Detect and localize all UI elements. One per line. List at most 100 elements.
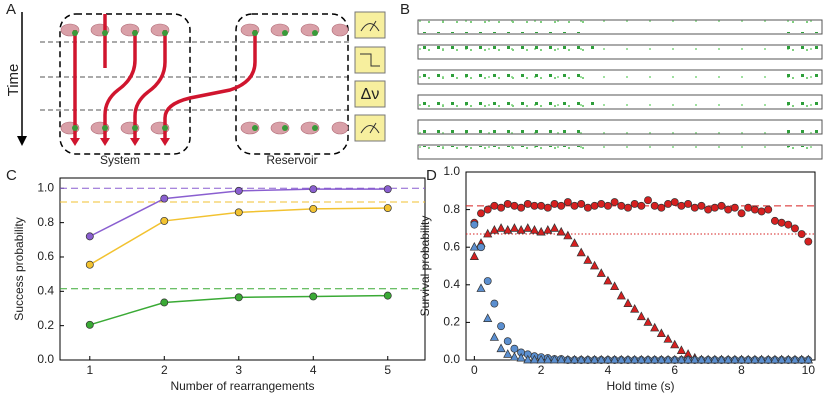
data-point — [716, 354, 727, 364]
data-point — [537, 201, 546, 210]
data-point — [483, 205, 492, 214]
data-point — [556, 354, 566, 364]
data-point — [383, 185, 392, 194]
data-point — [744, 203, 753, 212]
data-point — [569, 238, 580, 247]
data-point — [630, 200, 639, 208]
data-point — [650, 201, 659, 210]
data-point — [663, 354, 673, 364]
data-point — [756, 354, 767, 364]
data-point — [550, 200, 559, 208]
data-point — [670, 339, 680, 349]
y-tick-label: 1.0 — [37, 180, 54, 194]
data-point — [610, 198, 619, 207]
y-tick-label: 0.4 — [37, 283, 54, 297]
y-tick-label: 0.0 — [37, 352, 54, 366]
data-point — [490, 299, 499, 308]
data-point — [503, 349, 513, 358]
data-point — [704, 205, 713, 214]
data-point — [643, 354, 653, 364]
system-label: System — [100, 153, 140, 167]
data-point — [510, 344, 519, 353]
data-point — [764, 205, 773, 214]
data-point — [530, 201, 539, 210]
data-point — [510, 201, 519, 210]
data-point — [536, 354, 546, 364]
y-tick-label: 0.6 — [37, 249, 54, 263]
data-point — [697, 201, 706, 210]
data-point — [536, 226, 546, 236]
series-line — [89, 207, 388, 266]
data-point — [717, 201, 726, 210]
data-point — [477, 243, 485, 252]
data-point — [583, 203, 592, 212]
data-point — [723, 354, 733, 364]
data-point — [790, 354, 800, 364]
data-point — [597, 200, 606, 208]
panel-label: A — [6, 1, 16, 18]
data-point — [160, 298, 169, 307]
data-point — [483, 228, 493, 238]
data-point — [469, 251, 479, 260]
data-point — [523, 354, 533, 364]
data-point — [736, 354, 747, 364]
y-tick-label: 0.8 — [443, 202, 460, 216]
data-point — [516, 352, 526, 362]
y-tick-label: 0.0 — [443, 352, 460, 366]
reservoir-label: Reservoir — [266, 153, 317, 167]
data-point — [85, 320, 94, 329]
data-point — [234, 186, 243, 195]
data-point — [476, 283, 486, 292]
data-point — [563, 198, 572, 207]
x-tick-label: 3 — [235, 363, 242, 377]
data-point — [503, 200, 512, 208]
data-point — [489, 332, 499, 341]
x-tick-label: 4 — [310, 363, 317, 377]
data-point — [490, 201, 499, 210]
data-point — [596, 268, 606, 277]
plot-frame — [59, 177, 426, 361]
y-tick-label: 0.8 — [37, 215, 54, 229]
data-point — [557, 201, 566, 210]
y-axis-label: Survival probability — [418, 216, 432, 317]
data-point — [797, 354, 807, 364]
data-point — [469, 241, 479, 251]
data-point — [644, 196, 652, 205]
data-point — [676, 345, 686, 354]
data-point — [85, 260, 94, 269]
data-point — [529, 354, 540, 364]
data-point — [234, 208, 243, 217]
data-point — [616, 354, 626, 364]
data-point — [549, 223, 560, 232]
data-point — [309, 204, 318, 213]
data-point — [777, 354, 787, 364]
data-point — [577, 200, 586, 208]
data-point — [523, 223, 533, 232]
data-point — [563, 354, 573, 364]
data-point — [643, 317, 653, 326]
data-point — [596, 354, 606, 364]
x-tick-label: 6 — [671, 363, 678, 377]
data-point — [483, 277, 492, 285]
data-point — [85, 232, 94, 241]
y-tick-label: 0.6 — [443, 239, 460, 253]
x-axis-label: Hold time (s) — [606, 379, 674, 393]
data-point — [610, 281, 620, 291]
data-point — [730, 203, 739, 212]
data-point — [543, 354, 553, 364]
data-point — [483, 313, 493, 322]
data-point — [503, 337, 512, 346]
data-point — [743, 354, 753, 364]
data-point — [309, 292, 318, 301]
data-point — [616, 290, 626, 300]
data-point — [656, 328, 666, 338]
data-point — [517, 203, 526, 212]
y-tick-label: 1.0 — [443, 164, 460, 178]
data-point — [777, 218, 786, 227]
data-point — [710, 354, 720, 364]
x-tick-label: 10 — [802, 363, 816, 377]
data-point — [710, 203, 719, 212]
data-point — [234, 293, 243, 302]
data-point — [677, 201, 686, 210]
data-point — [529, 225, 540, 234]
